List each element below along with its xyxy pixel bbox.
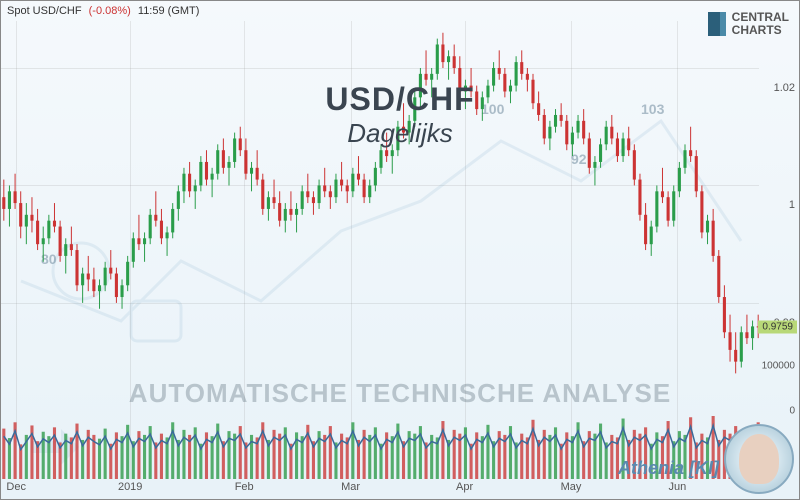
chart-pair: USD/CHF — [325, 81, 474, 118]
volume-tick-label: 100000 — [762, 360, 795, 371]
chart-period: Dagelijks — [325, 118, 474, 149]
logo-icon — [708, 12, 726, 36]
timestamp: 11:59 (GMT) — [138, 5, 200, 17]
y-tick-label: 1.02 — [774, 82, 795, 94]
candlestick-plot — [1, 21, 761, 391]
logo-text: CENTRAL CHARTS — [732, 11, 789, 37]
volume-tick-label: 0 — [789, 406, 795, 417]
chart-header: Spot USD/CHF (-0.08%) 11:59 (GMT) — [7, 5, 203, 17]
y-tick-label: 1 — [789, 199, 795, 211]
current-price-tag: 0.9759 — [758, 320, 797, 333]
chart-title-block: USD/CHF Dagelijks — [325, 81, 474, 149]
price-change: (-0.08%) — [89, 5, 131, 17]
x-tick-label: Mar — [341, 481, 360, 493]
x-tick-label: Feb — [235, 481, 254, 493]
x-tick-label: Jun — [669, 481, 687, 493]
price-axis: 1.0210.981000000 — [759, 21, 799, 409]
time-axis: Dec 2019 Feb Mar Apr May Jun — [1, 481, 759, 497]
x-tick-label: 2019 — [118, 481, 142, 493]
brand-logo: CENTRAL CHARTS — [708, 11, 789, 37]
avatar-face — [739, 434, 779, 484]
x-tick-label: May — [561, 481, 582, 493]
watermark-text: AUTOMATISCHE TECHNISCHE ANALYSE — [129, 378, 671, 409]
ticker-label: Spot USD/CHF — [7, 5, 82, 17]
avatar-label: Athenia [KI] — [618, 458, 719, 479]
logo-line2: CHARTS — [732, 24, 789, 37]
x-tick-label: Dec — [6, 481, 26, 493]
avatar-icon[interactable] — [724, 424, 794, 494]
x-tick-label: Apr — [456, 481, 473, 493]
chart-container: Spot USD/CHF (-0.08%) 11:59 (GMT) CENTRA… — [0, 0, 800, 500]
